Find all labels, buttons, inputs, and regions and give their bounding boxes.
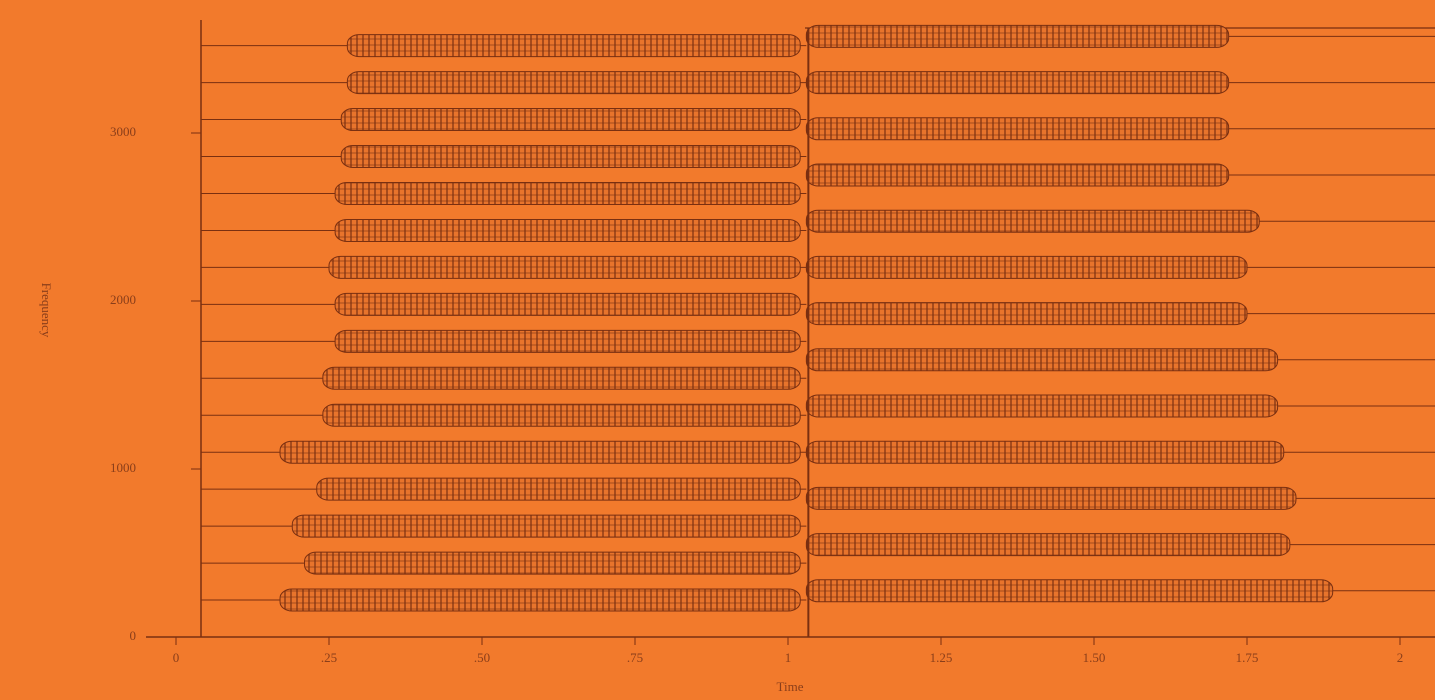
partial-band xyxy=(334,181,801,205)
partial-band xyxy=(322,366,801,390)
partial-band xyxy=(805,302,1248,326)
x-tick-label: 2 xyxy=(1397,650,1404,665)
x-tick-label: 1.75 xyxy=(1236,650,1259,665)
y-tick-label: 1000 xyxy=(110,460,136,475)
y-tick-label: 3000 xyxy=(110,124,136,139)
partial-band xyxy=(805,71,1230,95)
partial-band xyxy=(805,117,1230,141)
partial-band xyxy=(805,394,1279,418)
partial-band xyxy=(334,329,801,353)
partial-band xyxy=(334,218,801,242)
partial-band xyxy=(279,588,801,612)
partial-band xyxy=(304,551,801,575)
x-tick-label: .50 xyxy=(474,650,490,665)
partial-band xyxy=(346,71,801,95)
partial-band xyxy=(340,145,801,169)
x-tick-label: 1 xyxy=(785,650,792,665)
partial-band xyxy=(340,108,801,132)
partial-band xyxy=(805,163,1230,187)
y-tick-label: 2000 xyxy=(110,292,136,307)
partial-band xyxy=(805,24,1230,48)
x-tick-label: 1.50 xyxy=(1083,650,1106,665)
partial-band xyxy=(805,486,1297,510)
x-axis-label: Time xyxy=(777,679,804,694)
x-tick-label: 0 xyxy=(173,650,180,665)
partial-band xyxy=(805,209,1260,233)
partial-band xyxy=(805,255,1248,279)
y-axis-label: Frequency xyxy=(39,283,54,338)
x-tick-label: .25 xyxy=(321,650,337,665)
x-tick-label: 1.25 xyxy=(930,650,953,665)
partial-band xyxy=(291,514,801,538)
partial-band xyxy=(346,34,801,58)
partial-band xyxy=(322,403,801,427)
partial-band xyxy=(805,579,1334,603)
partial-band xyxy=(805,348,1279,372)
partial-band xyxy=(316,477,801,501)
partial-band xyxy=(805,533,1291,557)
partial-band xyxy=(328,255,801,279)
partial-band xyxy=(334,292,801,316)
y-tick-label: 0 xyxy=(130,628,137,643)
partial-band xyxy=(279,440,801,464)
partial-band xyxy=(805,440,1285,464)
x-tick-label: .75 xyxy=(627,650,643,665)
